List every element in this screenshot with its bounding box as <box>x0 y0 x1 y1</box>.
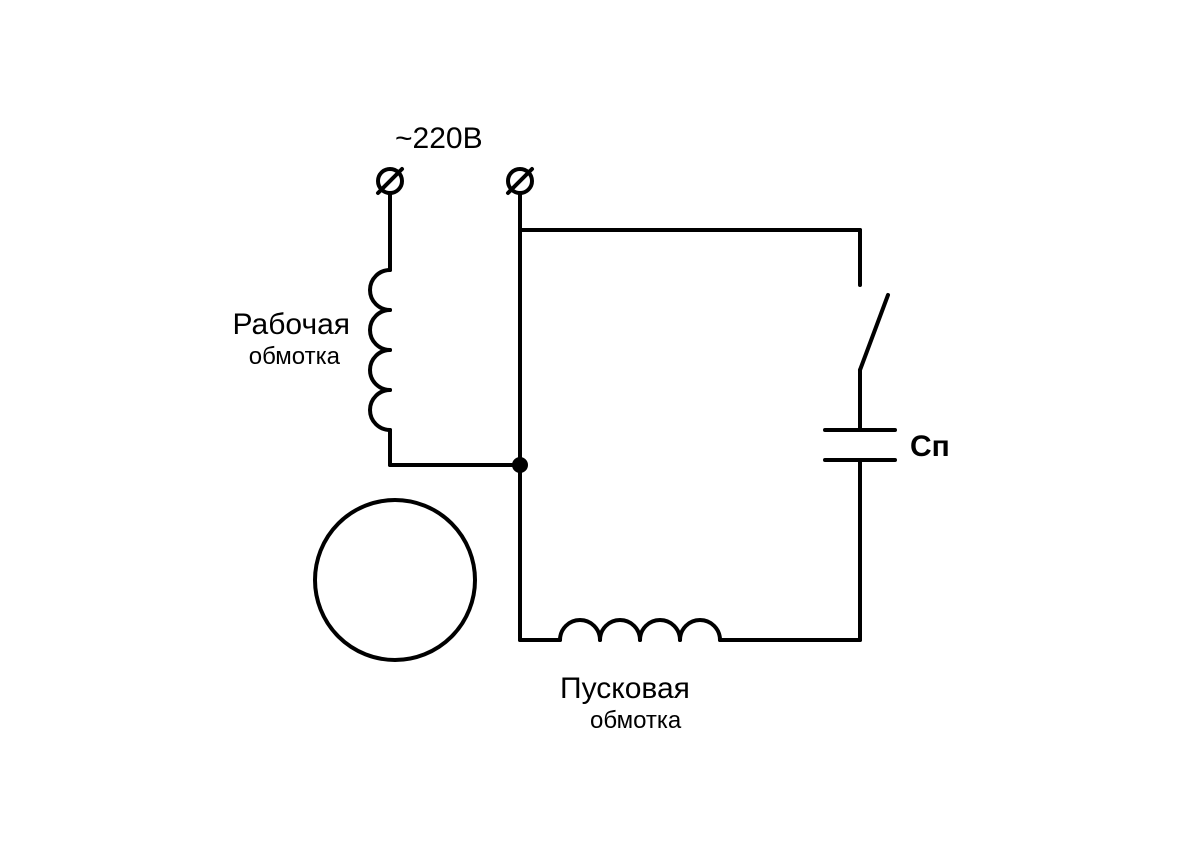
schematic <box>315 169 895 660</box>
start-capacitor <box>825 430 895 460</box>
start-winding-label-main: Пусковая <box>560 672 690 705</box>
voltage-label: ~220В <box>395 122 483 155</box>
working-winding <box>370 270 390 430</box>
working-winding-label-main: Рабочая <box>233 308 350 341</box>
start-switch <box>860 295 888 370</box>
ac-terminal-right <box>508 169 532 193</box>
circuit-diagram: ~220В Рабочая обмотка Пусковая обмотка С… <box>0 0 1200 852</box>
start-winding <box>560 620 720 640</box>
junction-node <box>514 459 526 471</box>
capacitor-label: Сп <box>910 430 950 463</box>
rotor-symbol <box>315 500 475 660</box>
working-winding-label-sub: обмотка <box>249 343 341 370</box>
start-winding-label-sub: обмотка <box>590 707 682 734</box>
ac-terminal-left <box>378 169 402 193</box>
